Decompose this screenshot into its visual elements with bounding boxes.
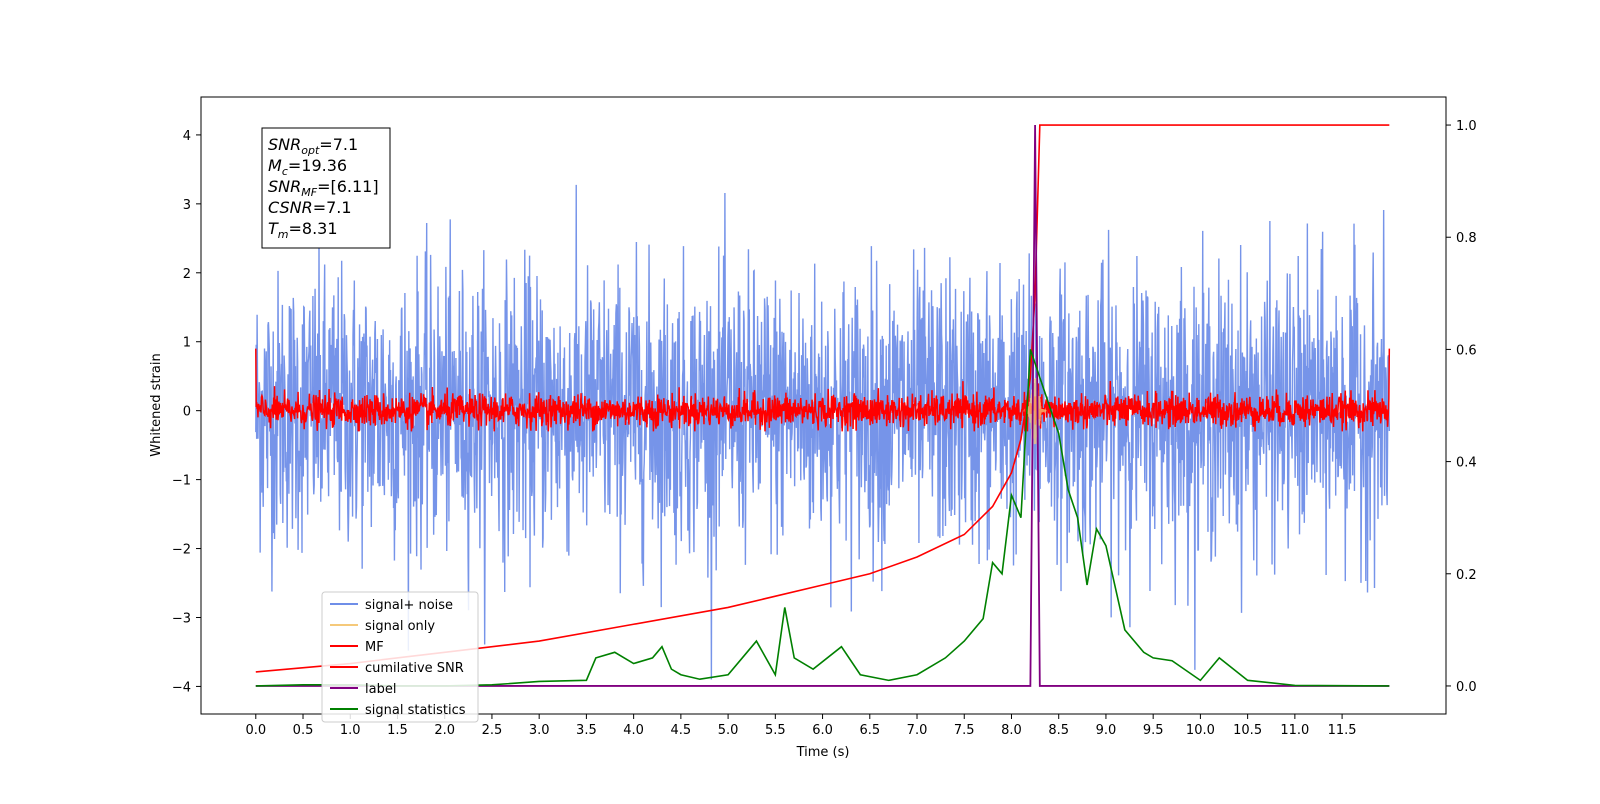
info-box: [261, 127, 391, 249]
x-tick-label: 0.0: [245, 723, 266, 738]
x-tick-label: 5.0: [718, 723, 739, 738]
y-right-tick-label: 0.4: [1456, 456, 1477, 471]
x-tick-label: 8.0: [1001, 723, 1022, 738]
x-tick-label: 0.5: [293, 723, 314, 738]
y-tick-label: 3: [183, 198, 191, 213]
legend-label: label: [365, 682, 396, 697]
x-axis-label: Time (s): [796, 745, 850, 760]
y-right-tick-label: 0.2: [1456, 568, 1477, 583]
x-tick-label: 3.0: [529, 723, 550, 738]
x-tick-label: 6.5: [859, 723, 880, 738]
x-tick-label: 4.0: [623, 723, 644, 738]
x-tick-label: 11.0: [1280, 723, 1309, 738]
x-tick-label: 9.5: [1143, 723, 1164, 738]
x-tick-label: 10.5: [1233, 723, 1262, 738]
series-signal-statistics-line: [255, 349, 1390, 687]
x-tick-label: 2.0: [434, 723, 455, 738]
x-tick-label: 7.0: [907, 723, 928, 738]
x-tick-label: 7.5: [954, 723, 975, 738]
y-right-tick-label: 0.6: [1456, 343, 1477, 358]
y-tick-label: 0: [183, 405, 191, 420]
info-line: CSNR=7.1: [268, 198, 352, 217]
plot-frame: [200, 96, 1447, 715]
y-right-tick-label: 0.0: [1456, 680, 1477, 695]
y-tick-label: −4: [172, 680, 191, 695]
y-right-tick-label: 0.8: [1456, 231, 1477, 246]
legend-box: [321, 591, 479, 723]
x-tick-label: 1.0: [340, 723, 361, 738]
series-cumulative-snr-line: [255, 124, 1390, 673]
y-tick-label: −3: [172, 611, 191, 626]
y-tick-label: 4: [183, 129, 191, 144]
legend-label: signal only: [365, 619, 435, 634]
x-tick-label: 9.0: [1096, 723, 1117, 738]
series-signal-noise-line: [255, 184, 1391, 680]
x-tick-label: 1.5: [387, 723, 408, 738]
y-tick-label: 2: [183, 267, 191, 282]
legend-label: signal+ noise: [365, 598, 453, 613]
legend-label: signal statistics: [365, 703, 466, 718]
info-line: Tm=8.31: [268, 219, 338, 241]
y-right-tick-label: 1.0: [1456, 119, 1477, 134]
x-tick-label: 3.5: [576, 723, 597, 738]
y-tick-label: −2: [172, 543, 191, 558]
x-tick-label: 5.5: [765, 723, 786, 738]
legend-label: cumilative SNR: [365, 661, 464, 676]
series-label-line: [255, 125, 1390, 687]
y-tick-label: 1: [183, 336, 191, 351]
y-tick-label: −1: [172, 474, 191, 489]
x-tick-label: 6.0: [812, 723, 833, 738]
info-line: Mc=19.36: [268, 156, 347, 178]
x-tick-label: 2.5: [482, 723, 503, 738]
x-tick-label: 11.5: [1328, 723, 1357, 738]
x-tick-label: 10.0: [1186, 723, 1215, 738]
x-tick-label: 4.5: [671, 723, 692, 738]
info-line: SNRMF=[6.11]: [268, 177, 379, 199]
info-line: SNRopt=7.1: [268, 135, 358, 157]
series-mf-line: [255, 348, 1391, 432]
y-axis-label: Whitened strain: [149, 353, 164, 456]
legend-label: MF: [365, 640, 384, 655]
x-tick-label: 8.5: [1048, 723, 1069, 738]
